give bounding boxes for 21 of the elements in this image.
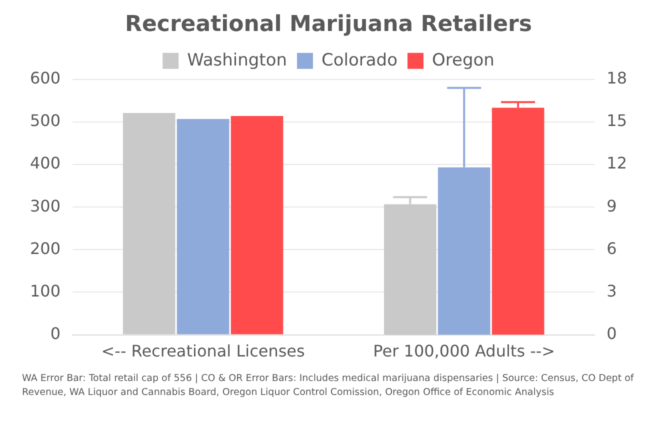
y-tick-label: 600 — [30, 68, 61, 88]
y-tick-label: 300 — [30, 196, 61, 216]
x-tick-label: <-- Recreational Licenses — [101, 342, 305, 361]
y-tick-label: 100 — [30, 281, 61, 300]
y2-tick-label: 3 — [606, 281, 617, 300]
text: WA Error Bar: Total retail cap of 556 | CO & OR Error Bars: Includes medical marijuana dispensaries | Source: Census, CO Dept of Revenue, WA Liquor and Cannabis Board, Oregon Liquor Control Comission, Oregon Office of Economic Analysis — [21, 372, 635, 400]
y2-tick-label: 18 — [606, 68, 627, 88]
y2-tick-label: 0 — [606, 324, 617, 343]
legend-label: Oregon — [432, 50, 494, 70]
y-tick-label: 500 — [30, 111, 61, 130]
y-tick-label: 200 — [30, 238, 61, 258]
y-tick-label: 400 — [30, 154, 61, 173]
y2-tick-label: 6 — [606, 238, 617, 258]
legend-label: Colorado — [321, 50, 398, 70]
y2-tick-label: 12 — [606, 154, 627, 173]
chart-title: Recreational Marijuana Retailers — [125, 12, 532, 37]
y2-tick-label: 15 — [606, 111, 627, 130]
y2-tick-label: 9 — [606, 196, 617, 216]
y-tick-label: 0 — [50, 324, 61, 343]
legend-label: Washington — [187, 50, 287, 70]
x-tick-label: Per 100,000 Adults --> — [373, 342, 556, 361]
